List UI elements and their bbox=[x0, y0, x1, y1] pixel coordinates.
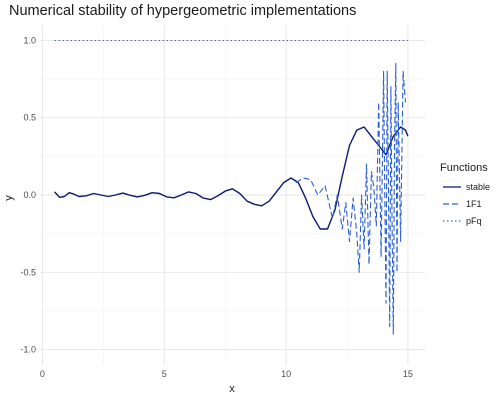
legend: Functions stable 1F1 pFq bbox=[440, 162, 490, 226]
legend-label: stable bbox=[466, 182, 490, 192]
x-axis-title: x bbox=[229, 383, 235, 395]
y-axis-title: y bbox=[3, 195, 15, 201]
x-tick-label: 15 bbox=[403, 369, 413, 379]
tick-layer: 0 5 10 15 -1.0 -0.5 0.0 0.5 1.0 bbox=[20, 35, 412, 379]
x-tick-label: 5 bbox=[162, 369, 167, 379]
y-tick-label: 1.0 bbox=[23, 35, 36, 45]
legend-label: 1F1 bbox=[466, 199, 482, 209]
x-tick-label: 0 bbox=[40, 369, 45, 379]
chart-title: Numerical stability of hypergeometric im… bbox=[9, 3, 357, 19]
series-line-stable bbox=[54, 126, 409, 230]
y-tick-label: 0.0 bbox=[23, 190, 36, 200]
legend-label: pFq bbox=[466, 216, 482, 226]
y-tick-label: -1.0 bbox=[20, 345, 36, 355]
legend-items: stable 1F1 pFq bbox=[443, 182, 490, 226]
y-tick-label: 0.5 bbox=[23, 113, 36, 123]
x-tick-label: 10 bbox=[281, 369, 291, 379]
legend-title: Functions bbox=[440, 162, 488, 174]
y-tick-label: -0.5 bbox=[20, 267, 36, 277]
series-layer bbox=[54, 39, 409, 335]
